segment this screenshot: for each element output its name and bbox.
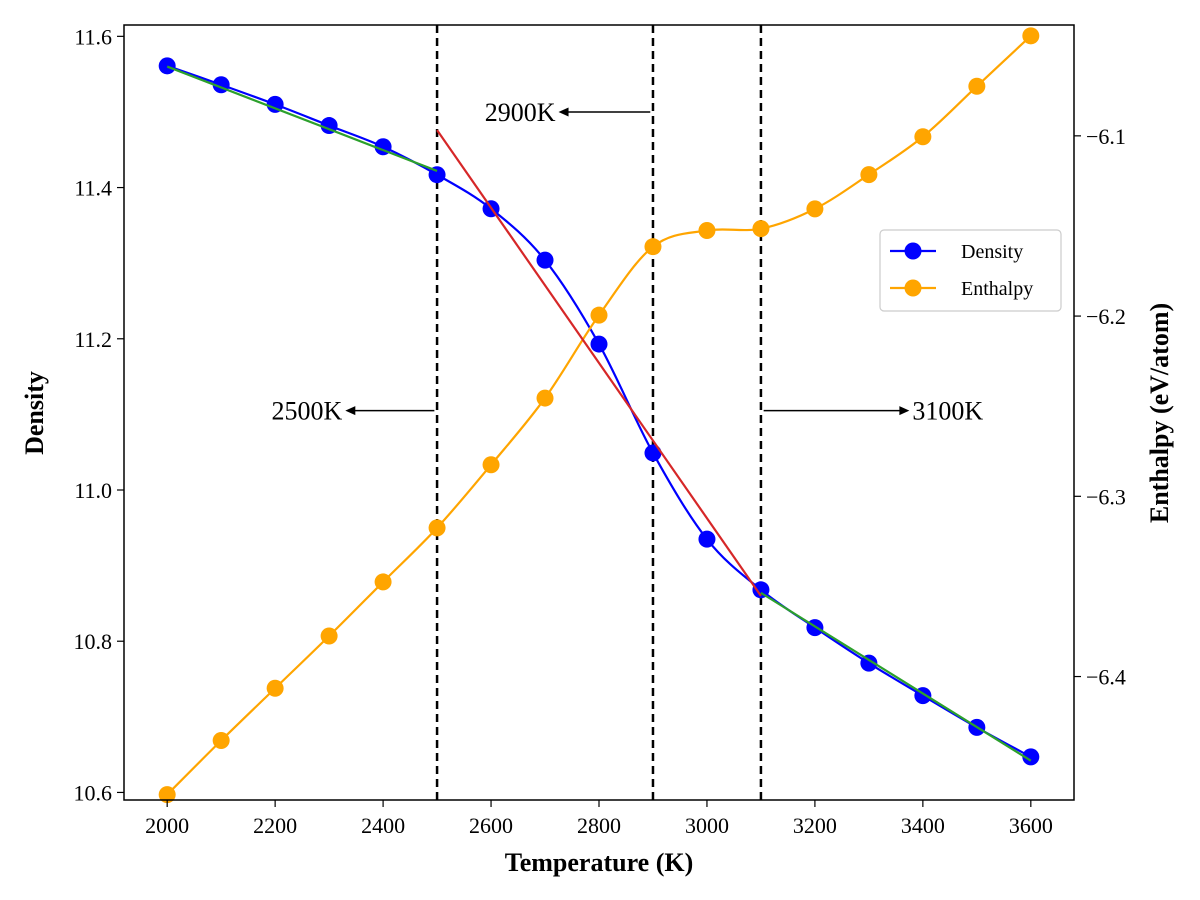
legend-swatch-marker — [904, 279, 922, 297]
x-tick-label: 2400 — [361, 813, 405, 838]
density-point — [644, 444, 662, 462]
enthalpy-point — [374, 573, 392, 591]
density-point — [698, 530, 716, 548]
density-point — [860, 654, 878, 672]
density-point — [158, 57, 176, 75]
y-left-tick-label: 10.8 — [74, 629, 113, 654]
y-left-tick-label: 10.6 — [74, 780, 113, 805]
enthalpy-point — [698, 221, 716, 239]
density-point — [1022, 748, 1040, 766]
y-left-tick-label: 11.4 — [74, 176, 112, 201]
enthalpy-point — [860, 166, 878, 184]
annotation-label: 3100K — [912, 397, 983, 426]
x-tick-label: 2800 — [577, 813, 621, 838]
density-point — [590, 335, 608, 353]
fit-line-2 — [436, 129, 762, 597]
density-point — [266, 95, 284, 113]
y-right-tick-label: −6.2 — [1086, 304, 1126, 329]
y-right-tick-label: −6.4 — [1086, 665, 1126, 690]
x-tick-label: 2600 — [469, 813, 513, 838]
y-left-tick-label: 11.6 — [74, 24, 112, 49]
legend-label: Enthalpy — [961, 278, 1033, 300]
x-tick-label: 3200 — [793, 813, 837, 838]
y-left-tick-label: 11.2 — [74, 327, 112, 352]
x-tick-label: 3000 — [685, 813, 729, 838]
y-left-tick-label: 11.0 — [74, 478, 112, 503]
y-axis-right-label: Enthalpy (eV/atom) — [1145, 303, 1174, 523]
enthalpy-point — [320, 627, 338, 645]
enthalpy-point — [158, 786, 176, 804]
enthalpy-point — [266, 679, 284, 697]
enthalpy-point — [212, 732, 230, 750]
legend-swatch-marker — [904, 242, 922, 260]
fit-line-1 — [166, 65, 438, 172]
enthalpy-point — [752, 220, 770, 238]
enthalpy-point — [536, 389, 554, 407]
axes: 2000 2200 2400 2600 2800 3000 3200 3400 3600 10.6… — [74, 24, 1126, 838]
annotations: 2500K 2900K 3100K — [272, 98, 984, 426]
enthalpy-line — [166, 35, 1032, 796]
legend: Density Enthalpy — [879, 229, 1062, 312]
y-right-tick-label: −6.1 — [1086, 124, 1126, 149]
annotation-arrowhead — [558, 107, 569, 117]
x-tick-label: 2200 — [253, 813, 297, 838]
enthalpy-point — [644, 238, 662, 256]
enthalpy-point — [1022, 27, 1040, 45]
annotation-arrowhead — [899, 406, 910, 416]
x-tick-label: 2000 — [145, 813, 189, 838]
vertical-reference-lines — [435, 25, 763, 800]
annotation-label: 2500K — [272, 397, 343, 426]
fit-line-3 — [760, 591, 1032, 762]
fit-lines — [166, 65, 1032, 762]
x-tick-label: 3600 — [1009, 813, 1053, 838]
enthalpy-point — [914, 128, 932, 146]
enthalpy-point — [590, 306, 608, 324]
x-axis-label: Temperature (K) — [505, 848, 693, 877]
annotation-label: 2900K — [485, 98, 556, 127]
annotation-arrowhead — [345, 406, 356, 416]
enthalpy-point — [968, 77, 986, 95]
y-axis-left-label: Density — [20, 371, 49, 455]
enthalpy-point — [428, 519, 446, 537]
x-tick-label: 3400 — [901, 813, 945, 838]
y-right-tick-label: −6.3 — [1086, 484, 1126, 509]
density-point — [752, 581, 770, 599]
legend-label: Density — [961, 241, 1023, 263]
enthalpy-point — [806, 200, 824, 218]
enthalpy-point — [482, 456, 500, 474]
density-point — [536, 251, 554, 269]
